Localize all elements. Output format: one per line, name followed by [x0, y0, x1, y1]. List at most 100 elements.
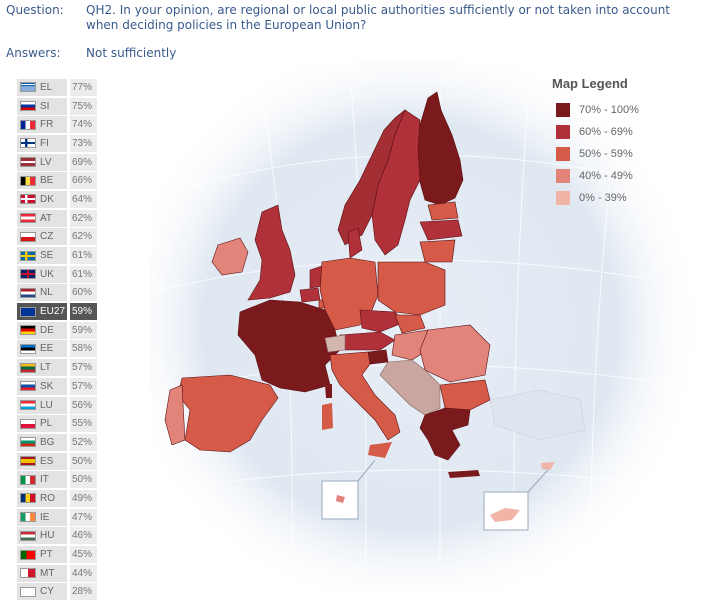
country-value: 50% — [70, 471, 97, 489]
country-row: NL 60% — [17, 284, 97, 303]
country-code: SI — [40, 100, 50, 112]
country-row: UK 61% — [17, 265, 97, 284]
country-code: LV — [40, 156, 52, 168]
legend-label: 50% - 59% — [579, 148, 633, 160]
country-row: IT 50% — [17, 470, 97, 489]
country-fr — [237, 299, 341, 393]
country-value: 47% — [70, 508, 97, 526]
czech-flag-icon — [20, 231, 36, 242]
cyprus-flag-icon — [20, 586, 36, 597]
country-row: SI 75% — [17, 97, 97, 116]
country-cz — [359, 309, 406, 333]
country-row: MT 44% — [17, 564, 97, 583]
map-legend: Map Legend 70% - 100% 60% - 69% 50% - 59% 4… — [552, 76, 702, 209]
country-code: SE — [40, 250, 54, 262]
legend-label: 70% - 100% — [579, 104, 639, 116]
country-name-cell: SE — [17, 247, 67, 265]
country-value: 59% — [70, 321, 97, 339]
country-row: FR 74% — [17, 115, 97, 134]
country-code: EL — [40, 81, 53, 93]
country-mt — [336, 495, 345, 503]
country-code: DE — [40, 324, 54, 336]
lithuania-flag-icon — [20, 362, 36, 373]
country-es — [177, 374, 279, 453]
country-name-cell: BG — [17, 433, 67, 451]
legend-item: 40% - 49% — [552, 165, 702, 187]
balkans-region — [379, 359, 441, 416]
eu-flag-icon — [20, 306, 36, 317]
country-code: BG — [40, 436, 55, 448]
country-row: FI 73% — [17, 134, 97, 153]
legend-label: 60% - 69% — [579, 126, 633, 138]
country-name-cell: LU — [17, 396, 67, 414]
country-value: 57% — [70, 359, 97, 377]
country-value: 60% — [70, 284, 97, 302]
country-row: CY 28% — [17, 583, 97, 601]
country-name-cell: LT — [17, 359, 67, 377]
denmark-flag-icon — [20, 194, 36, 205]
country-si — [367, 349, 389, 365]
sardinia-island — [322, 403, 333, 430]
country-value: 49% — [70, 489, 97, 507]
legend-swatch — [556, 125, 570, 139]
country-pl — [377, 261, 446, 316]
country-name-cell: BE — [17, 172, 67, 190]
germany-flag-icon — [20, 325, 36, 336]
question-label: Question: — [6, 3, 64, 17]
ireland-flag-icon — [20, 512, 36, 523]
country-code: IE — [40, 511, 50, 523]
country-dk — [347, 227, 363, 259]
latvia-flag-icon — [20, 157, 36, 168]
country-row: IE 47% — [17, 508, 97, 527]
country-value: 58% — [70, 340, 97, 358]
country-value: 66% — [70, 172, 97, 190]
country-value: 46% — [70, 527, 97, 545]
country-name-cell: SI — [17, 97, 67, 115]
country-code: CZ — [40, 231, 54, 243]
country-code: IT — [40, 474, 49, 486]
legend-label: 40% - 49% — [579, 170, 633, 182]
austria-flag-icon — [20, 213, 36, 224]
country-ee — [427, 201, 459, 221]
country-name-cell: PL — [17, 415, 67, 433]
country-name-cell: AT — [17, 209, 67, 227]
sweden-flag-icon — [20, 250, 36, 261]
italy-flag-icon — [20, 474, 36, 485]
country-results-list: EL 77% SI 75% FR 74% FI 73% LV 69% BE 66% DK 64% AT 62%… — [17, 78, 97, 601]
country-name-cell: DK — [17, 190, 67, 208]
country-code: RO — [40, 492, 55, 504]
country-row: CZ 62% — [17, 228, 97, 247]
country-name-cell: SK — [17, 377, 67, 395]
finland-flag-icon — [20, 138, 36, 149]
country-ro — [419, 324, 491, 383]
country-name-cell: EE — [17, 340, 67, 358]
country-name-cell: HU — [17, 527, 67, 545]
legend-label: 0% - 39% — [579, 192, 627, 204]
country-pt — [164, 384, 186, 446]
country-code: EU27 — [40, 306, 66, 318]
legend-swatch — [556, 191, 570, 205]
country-row: EU27 59% — [17, 302, 97, 321]
country-row: SE 61% — [17, 246, 97, 265]
country-name-cell: ES — [17, 452, 67, 470]
country-name-cell: EL — [17, 78, 67, 96]
uk-flag-icon — [20, 269, 36, 280]
slovakia-flag-icon — [20, 381, 36, 392]
country-row: PL 55% — [17, 414, 97, 433]
country-value: 69% — [70, 153, 97, 171]
question-header: Question: QH2. In your opinion, are regi… — [0, 0, 711, 66]
spain-flag-icon — [20, 456, 36, 467]
country-code: FI — [40, 137, 49, 149]
country-name-cell: EU27 — [17, 303, 67, 321]
country-value: 44% — [70, 564, 97, 582]
country-value: 74% — [70, 116, 97, 134]
country-row: AT 62% — [17, 209, 97, 228]
country-name-cell: LV — [17, 153, 67, 171]
country-name-cell: NL — [17, 284, 67, 302]
country-value: 77% — [70, 78, 97, 96]
country-row: ES 50% — [17, 452, 97, 471]
portugal-flag-icon — [20, 549, 36, 560]
country-row: EL 77% — [17, 78, 97, 97]
legend-item: 70% - 100% — [552, 99, 702, 121]
country-value: 59% — [70, 303, 97, 321]
